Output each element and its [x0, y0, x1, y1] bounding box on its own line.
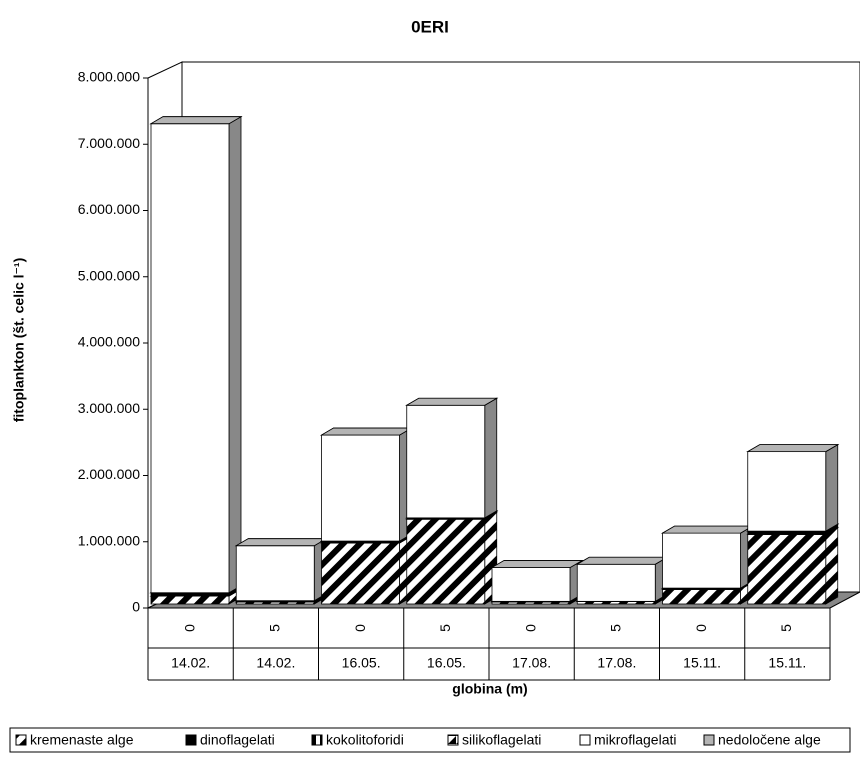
x-group-label: 16.05. [427, 655, 466, 671]
y-tick-label: 5.000.000 [78, 267, 140, 283]
bar-segment [406, 518, 486, 605]
bar-side [825, 526, 839, 605]
bar-segment [747, 534, 827, 605]
bar-top [405, 397, 499, 406]
x-group-label: 16.05. [342, 655, 381, 671]
legend-swatch [311, 734, 323, 746]
y-tick-label: 3.000.000 [78, 400, 140, 416]
x-tick-label: 5 [778, 624, 794, 632]
bar-side [228, 115, 242, 594]
bar-segment [576, 563, 656, 602]
chart-title: 0ERI [411, 17, 449, 36]
legend-label: kremenaste alge [30, 732, 134, 748]
legend-swatch [185, 734, 197, 746]
x-tick-label: 0 [693, 624, 709, 632]
legend-swatch [447, 734, 459, 746]
y-axis-title: fitoplankton (št. celic l⁻¹) [11, 258, 27, 423]
y-tick-label: 2.000.000 [78, 466, 140, 482]
y-tick-label: 7.000.000 [78, 135, 140, 151]
bar-top [575, 556, 669, 565]
bar-top [149, 116, 243, 125]
x-tick-label: 0 [352, 624, 368, 632]
bar-segment [662, 532, 741, 589]
x-group-label: 15.11. [683, 655, 721, 671]
bar-side [484, 397, 498, 519]
bar-top [746, 444, 840, 453]
x-group-label: 15.11. [768, 655, 806, 671]
y-tick-label: 1.000.000 [78, 532, 140, 548]
x-group-label: 17.08. [512, 655, 551, 671]
x-axis-title: globina (m) [452, 681, 527, 697]
bar-top [234, 538, 328, 547]
x-tick-label: 0 [181, 624, 197, 632]
bar-side [825, 443, 839, 532]
y-tick-label: 8.000.000 [78, 69, 140, 85]
x-tick-label: 5 [608, 624, 624, 632]
y-tick-label: 4.000.000 [78, 334, 140, 350]
bar-segment [747, 530, 827, 535]
x-group-label: 14.02. [256, 655, 295, 671]
bar-top [490, 560, 584, 568]
y-tick-label: 0 [132, 599, 140, 615]
bar-segment [150, 592, 230, 597]
x-group-label: 17.08. [597, 655, 636, 671]
bar-segment [321, 542, 400, 605]
bar-segment [150, 123, 230, 594]
legend-label: nedoločene alge [718, 732, 821, 748]
bar-segment [491, 567, 571, 602]
y-tick-label: 6.000.000 [78, 201, 140, 217]
bar-top [320, 427, 413, 436]
legend-label: mikroflagelati [594, 732, 676, 748]
legend-label: kokolitoforidi [326, 732, 404, 748]
bar-segment [150, 595, 230, 605]
bar-segment [747, 451, 827, 532]
legend-swatch [579, 734, 591, 746]
bar-segment [321, 434, 400, 542]
bar-segment [235, 545, 315, 602]
x-tick-label: 0 [522, 624, 538, 632]
x-tick-label: 5 [267, 624, 283, 632]
x-tick-label: 5 [437, 624, 453, 632]
x-group-label: 14.02. [171, 655, 210, 671]
legend-swatch [15, 734, 27, 746]
legend-label: dinoflagelati [200, 732, 275, 748]
legend-label: silikoflagelati [462, 732, 541, 748]
bar-top [661, 525, 754, 534]
bar-segment [662, 589, 741, 605]
bar-segment [406, 404, 486, 519]
legend-swatch [703, 734, 715, 746]
